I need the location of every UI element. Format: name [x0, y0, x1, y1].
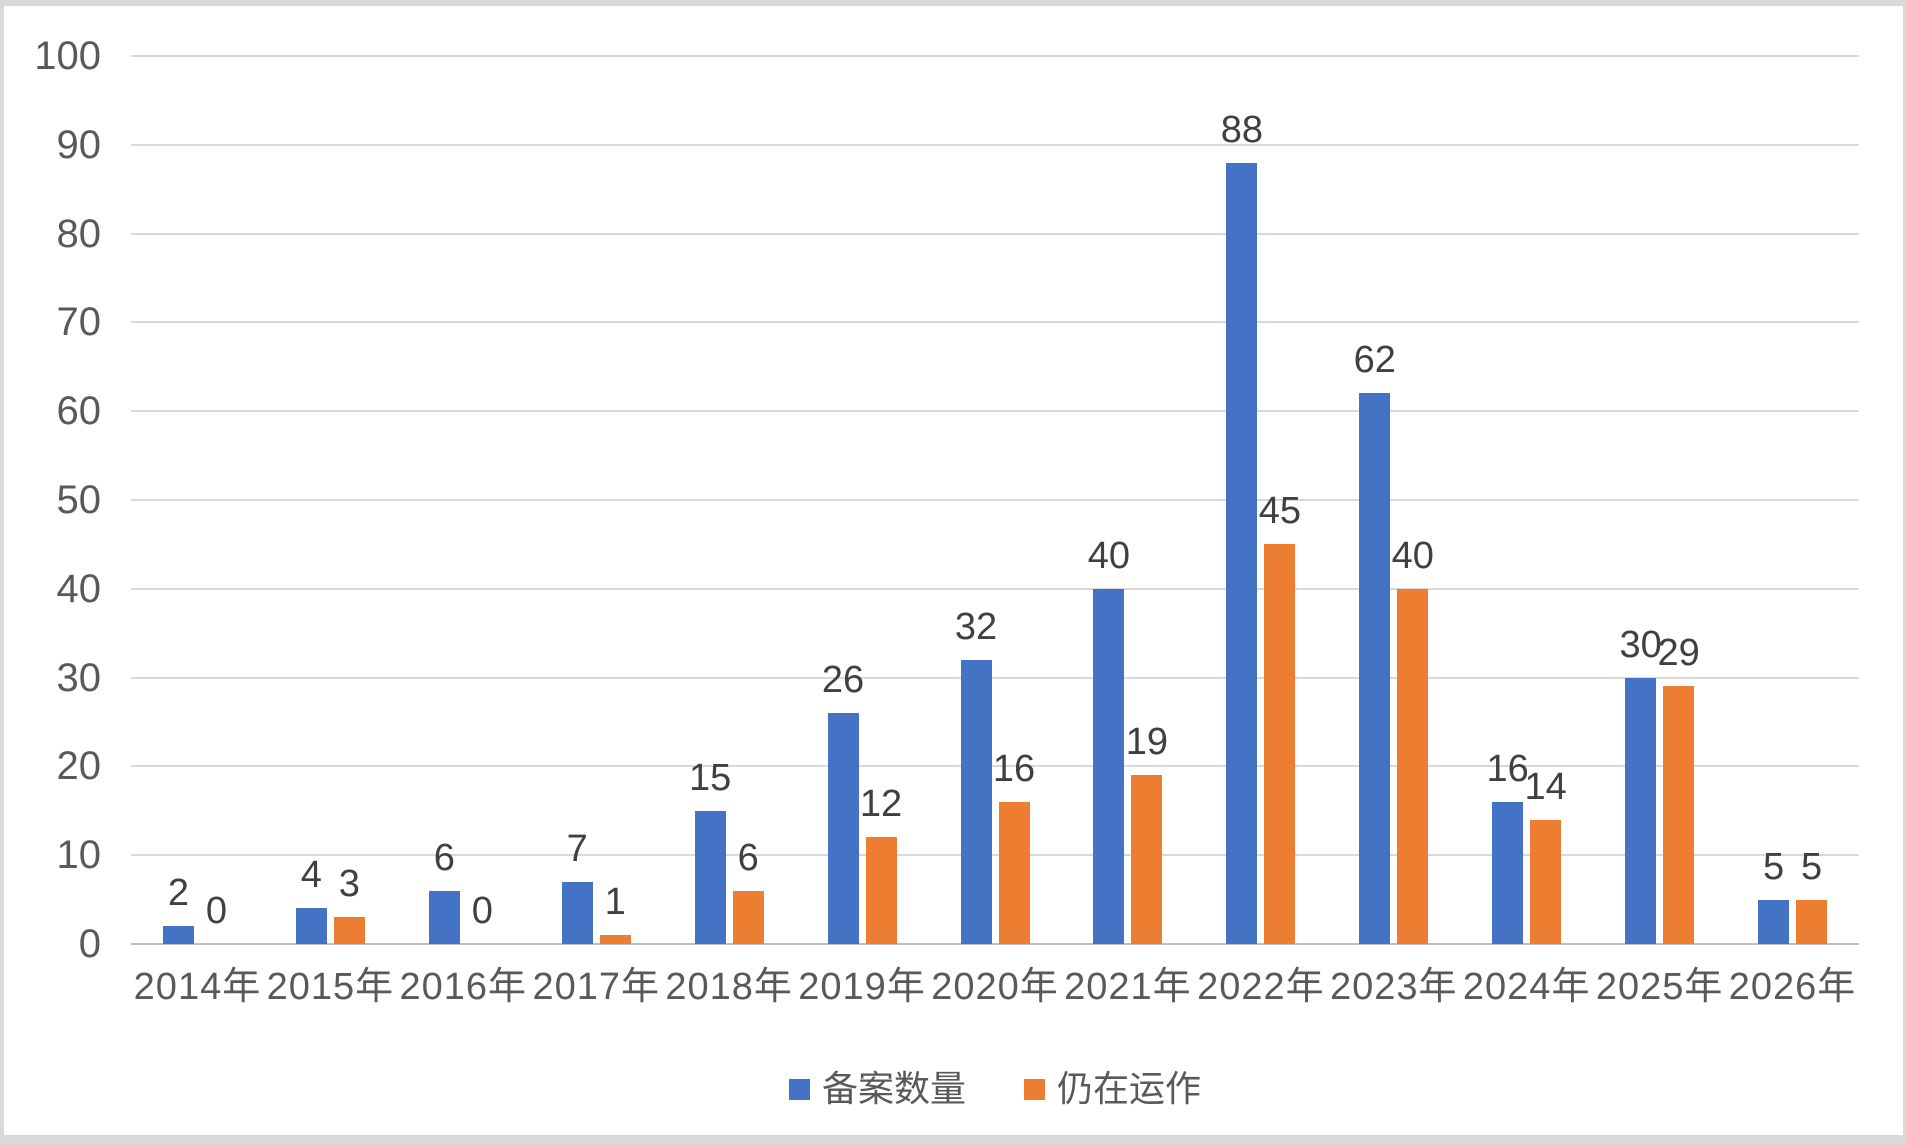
legend-swatch-orange: [1024, 1078, 1045, 1100]
bar-s0-2019年: [827, 713, 859, 944]
bar-s0-2024年: [1492, 801, 1524, 944]
bar-s0-2016年: [428, 890, 460, 944]
gridline-10: [131, 854, 1859, 857]
bar-s1-2019年: [865, 837, 897, 944]
y-axis-tick-label: 10: [56, 833, 102, 878]
bar-value-label: 4: [300, 854, 322, 897]
bar-s0-2015年: [295, 908, 327, 944]
bar-value-label: 40: [1087, 534, 1131, 577]
x-axis-label: 2020年: [931, 966, 1059, 1008]
bar-value-label: 2: [167, 872, 190, 915]
bar-s0-2026年: [1758, 899, 1790, 944]
bar-s0-2014年: [162, 926, 194, 944]
gridline-80: [131, 232, 1859, 235]
y-axis-tick-label: 60: [56, 389, 102, 434]
bar-value-label: 5: [1800, 845, 1823, 888]
bar-value-label: 29: [1657, 632, 1700, 675]
bar-s0-2020年: [960, 659, 992, 944]
bar-value-label: 30: [1619, 623, 1662, 666]
y-axis-tick-label: 70: [56, 300, 102, 345]
bar-value-label: 7: [566, 827, 588, 870]
y-axis-tick-label: 90: [56, 122, 102, 167]
gridline-40: [131, 587, 1859, 590]
legend-label-series1: 备案数量: [821, 1068, 966, 1109]
bar-s1-2017年: [599, 935, 631, 944]
bar-s0-2018年: [694, 810, 726, 944]
bar-value-label: 16: [1486, 747, 1529, 790]
y-axis-tick-label: 80: [56, 211, 102, 256]
y-axis-tick-label: 30: [56, 655, 102, 700]
y-axis-tick-label: 40: [56, 566, 102, 611]
gridline-20: [131, 765, 1859, 768]
bar-s1-2018年: [732, 890, 764, 944]
bar-s1-2020年: [998, 801, 1030, 944]
x-axis-label: 2023年: [1329, 966, 1458, 1008]
bar-s1-2022年: [1264, 544, 1296, 944]
legend: 备案数量 仍在运作: [131, 1064, 1859, 1114]
bar-s1-2021年: [1131, 775, 1163, 944]
x-axis-label: 2014年: [133, 966, 262, 1008]
y-axis-tick-label: 0: [78, 922, 101, 966]
bar-s0-2021年: [1093, 588, 1125, 944]
bar-value-label: 5: [1762, 845, 1785, 888]
bar-value-label: 15: [689, 756, 732, 799]
x-axis-label: 2017年: [532, 966, 660, 1008]
gridline-50: [131, 499, 1859, 501]
bar-value-label: 0: [205, 890, 228, 932]
bar-value-label: 3: [338, 863, 360, 906]
bar-value-label: 62: [1353, 339, 1396, 382]
x-axis-label: 2022年: [1197, 966, 1325, 1008]
bar-s1-2015年: [333, 917, 365, 944]
bar-value-label: 6: [433, 836, 455, 879]
bar-value-label: 14: [1524, 765, 1567, 808]
x-axis-label: 2018年: [665, 966, 793, 1008]
bar-value-label: 16: [992, 747, 1036, 790]
legend-label-series2: 仍在运作: [1057, 1068, 1202, 1109]
bar-value-label: 1: [604, 881, 626, 924]
bar-value-label: 26: [821, 659, 865, 702]
gridline-60: [131, 410, 1859, 413]
y-axis-tick-label: 50: [56, 478, 102, 522]
x-axis-label: 2025年: [1595, 966, 1724, 1008]
gridline-30: [131, 676, 1859, 679]
x-axis-label: 2024年: [1462, 966, 1591, 1008]
y-axis-tick-label: 20: [56, 744, 102, 789]
gridline-70: [131, 321, 1859, 324]
legend-item-series2: 仍在运作: [1024, 1067, 1201, 1111]
gridline-100: [131, 55, 1859, 57]
legend-swatch-blue: [788, 1078, 810, 1100]
x-axis-label: 2016年: [399, 966, 528, 1008]
bar-s0-2022年: [1226, 162, 1258, 944]
y-axis-tick-label: 100: [34, 34, 101, 78]
legend-item-series1: 备案数量: [788, 1067, 966, 1111]
bar-s1-2026年: [1796, 899, 1828, 944]
bar-value-label: 6: [737, 836, 759, 879]
bar-s0-2017年: [561, 881, 593, 944]
plot-area: 0 10 20 30 40 50 60 70 80 90 100 2014年 2 0 2015年 4 3 2016…: [4, 6, 1903, 1135]
gridline-90: [131, 143, 1859, 146]
bar-value-label: 88: [1220, 108, 1263, 151]
bar-value-label: 19: [1125, 721, 1169, 764]
x-axis-label: 2015年: [266, 966, 395, 1008]
bar-s0-2025年: [1625, 677, 1657, 944]
bar-s1-2025年: [1663, 686, 1695, 944]
bar-s1-2024年: [1530, 819, 1562, 944]
gridline-0: [131, 943, 1859, 945]
bar-s1-2023年: [1397, 588, 1429, 944]
bar-value-label: 32: [954, 605, 998, 648]
bar-value-label: 0: [471, 890, 493, 932]
x-axis-label: 2019年: [798, 966, 926, 1008]
bar-value-label: 45: [1258, 490, 1301, 533]
bar-value-label: 40: [1391, 534, 1434, 577]
x-axis-label: 2021年: [1064, 966, 1192, 1008]
bar-s0-2023年: [1359, 393, 1391, 944]
x-axis-label: 2026年: [1728, 966, 1857, 1008]
bar-value-label: 12: [859, 783, 903, 826]
